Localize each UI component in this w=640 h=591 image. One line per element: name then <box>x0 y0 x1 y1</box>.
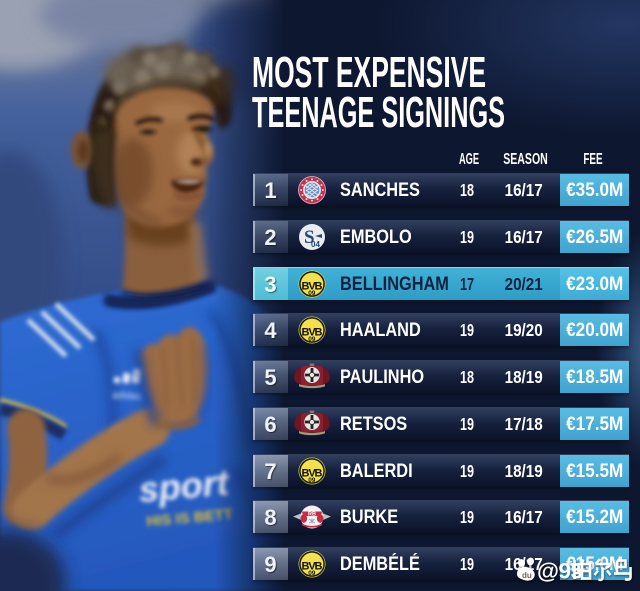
svg-text:09: 09 <box>308 336 316 343</box>
svg-text:09: 09 <box>308 570 316 577</box>
svg-text:BVB: BVB <box>302 561 323 573</box>
svg-text:BVB: BVB <box>302 468 323 480</box>
svg-text:RB: RB <box>308 512 316 518</box>
svg-text:09: 09 <box>308 477 316 484</box>
svg-text:BVB: BVB <box>302 327 323 339</box>
svg-text:04: 04 <box>311 240 320 249</box>
svg-text:09: 09 <box>308 290 316 297</box>
svg-text:adidas: adidas <box>112 390 142 403</box>
svg-text:S: S <box>304 227 315 248</box>
svg-text:BVB: BVB <box>302 281 323 293</box>
svg-text:du: du <box>522 571 532 580</box>
